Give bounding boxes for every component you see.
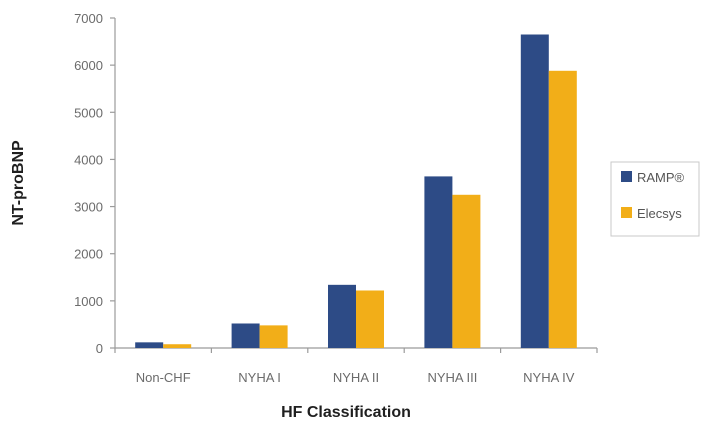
y-tick-label: 3000	[74, 200, 103, 215]
y-tick-label: 0	[96, 341, 103, 356]
x-axis-title: HF Classification	[281, 404, 411, 421]
bar-ramp-nyha-ii	[328, 284, 356, 348]
y-tick-label: 7000	[74, 11, 103, 26]
bar-ramp-nyha-iv	[520, 34, 549, 348]
x-tick-label: Non-CHF	[136, 370, 191, 385]
plot-area: 0 1000 2000 3000 4000 5000 6000 7000 Non-CHF NYHA…	[74, 11, 598, 385]
bar-ramp-non-chf	[135, 342, 164, 348]
bar-ramp-nyha-iii	[424, 176, 453, 348]
legend-label: RAMP®	[637, 170, 685, 185]
y-tick-label: 2000	[74, 247, 103, 262]
y-tick-label: 6000	[74, 58, 103, 73]
x-tick-label: NYHA I	[238, 370, 281, 385]
legend-swatch	[621, 207, 632, 218]
bar-elecsys-nyha-ii	[356, 290, 384, 348]
x-tick-label: NYHA II	[333, 370, 379, 385]
y-tick-label: 1000	[74, 294, 103, 309]
bar-elecsys-nyha-iii	[452, 194, 481, 348]
legend: RAMP® Elecsys	[610, 161, 700, 237]
bar-elecsys-nyha-iv	[548, 70, 577, 349]
y-axis-title: NT-proBNP	[10, 140, 27, 226]
bar-elecsys-nyha-i	[259, 325, 288, 348]
bar-elecsys-non-chf	[163, 344, 192, 348]
legend-label: Elecsys	[637, 206, 682, 221]
legend-swatch	[621, 171, 632, 182]
x-tick-label: NYHA IV	[523, 370, 575, 385]
x-tick-label: NYHA III	[427, 370, 477, 385]
bar-ramp-nyha-i	[231, 323, 260, 348]
y-tick-label: 4000	[74, 152, 103, 167]
y-tick-label: 5000	[74, 105, 103, 120]
